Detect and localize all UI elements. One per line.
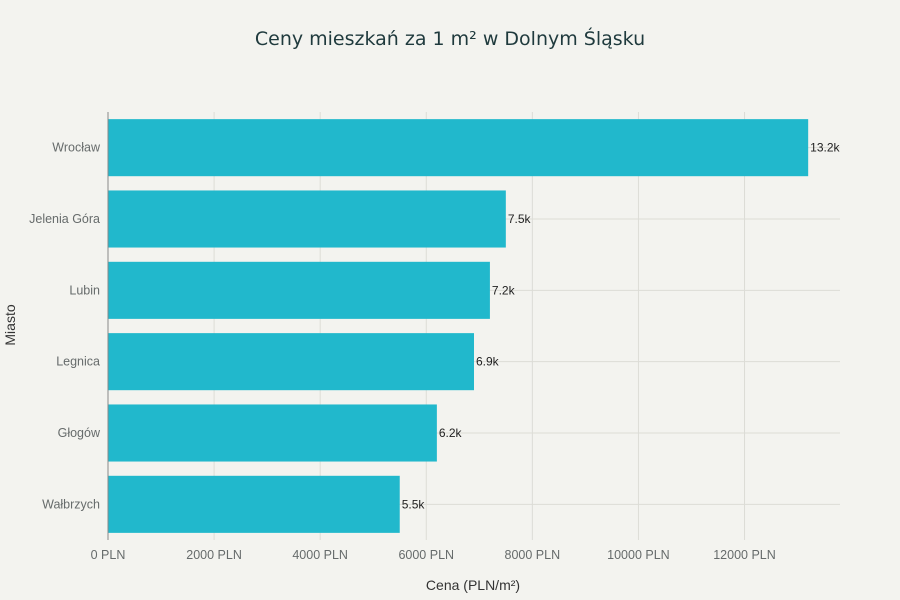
chart-title: Ceny mieszkań za 1 m² w Dolnym Śląsku [255,26,645,50]
y-tick-label: Wałbrzych [42,497,100,511]
x-tick-label: 0 PLN [91,548,126,562]
x-axis-title: Cena (PLN/m²) [426,577,520,593]
y-axis-title: Miasto [2,304,18,345]
y-tick-label: Legnica [56,355,100,369]
bar [108,475,400,533]
data-label: 5.5k [402,497,426,511]
y-tick-label: Jelenia Góra [29,212,100,226]
data-label: 6.9k [476,355,500,369]
data-label: 13.2k [810,141,840,155]
x-tick-label: 4000 PLN [292,548,348,562]
bar [108,404,437,462]
bar [108,333,474,391]
x-tick-label: 8000 PLN [505,548,561,562]
x-tick-label: 12000 PLN [713,548,776,562]
labels-layer: 0 PLN 2000 PLN 4000 PLN 6000 PLN 8000 PLN 100… [29,141,840,562]
x-tick-label: 2000 PLN [186,548,242,562]
x-tick-label: 10000 PLN [607,548,670,562]
y-tick-label: Lubin [69,283,100,297]
bar [108,119,809,177]
bar [108,261,490,319]
data-label: 7.2k [492,283,516,297]
bars-layer [108,119,809,533]
y-tick-label: Wrocław [52,141,101,155]
x-tick-label: 6000 PLN [398,548,454,562]
data-label: 7.5k [508,212,532,226]
data-label: 6.2k [439,426,463,440]
bar [108,190,506,248]
y-tick-label: Głogów [58,426,101,440]
